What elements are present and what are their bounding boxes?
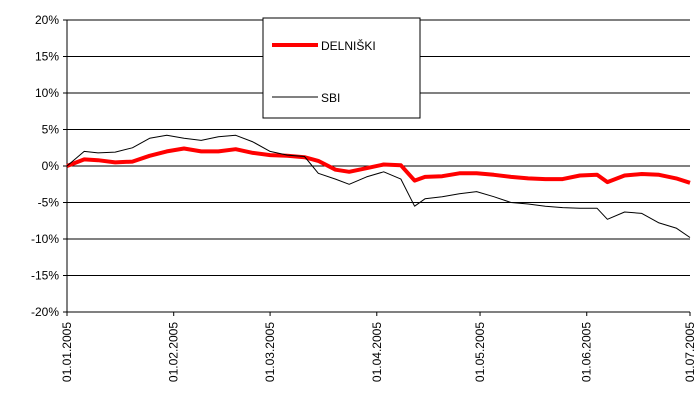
series-line [66,134,691,238]
x-tick-label: 01.03.2005 [263,322,277,382]
y-tick-label: 5% [42,123,60,137]
y-tick-label: -20% [31,305,59,319]
legend-label: SBI [321,91,340,105]
legend-box [262,17,421,119]
y-tick-label: 0% [42,159,60,173]
legend-label: DELNIŠKI [321,38,376,53]
y-tick-label: 15% [35,50,59,64]
y-tick-label: -10% [31,232,59,246]
y-tick-label: -15% [31,269,59,283]
x-tick-label: 01.02.2005 [167,322,181,382]
series-line [66,146,691,185]
y-tick-label: -5% [38,196,60,210]
y-tick-label: 10% [35,86,59,100]
x-tick-label: 01.06.2005 [580,322,594,382]
x-tick-label: 01.05.2005 [473,322,487,382]
x-tick-label: 01.04.2005 [370,322,384,382]
x-tick-label: 01.07.2005 [683,322,696,382]
x-tick-label: 01.01.2005 [60,322,74,382]
y-tick-label: 20% [35,13,59,27]
